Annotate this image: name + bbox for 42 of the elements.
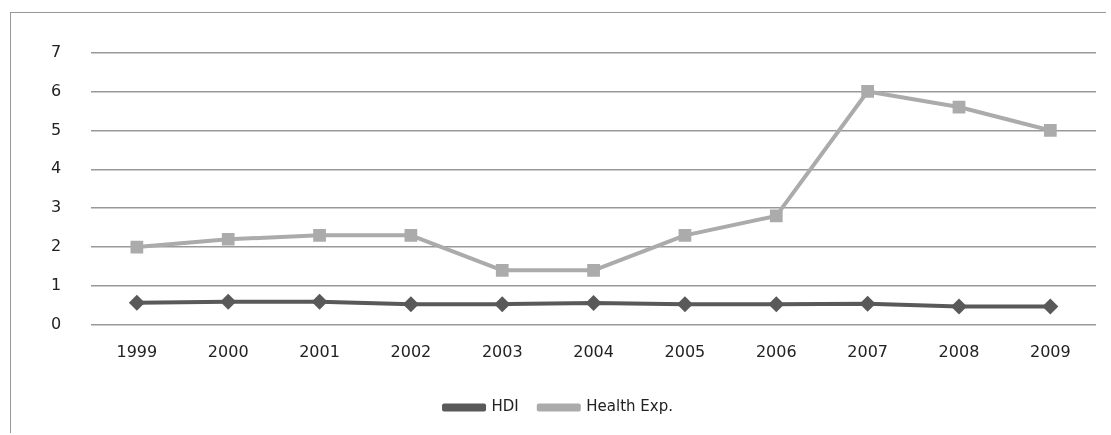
point: [1042, 298, 1059, 315]
x-tick-label: 2002: [390, 341, 432, 361]
y-tick-label: 3: [50, 197, 62, 217]
x-tick-label: 2000: [207, 341, 249, 361]
x-tick-label: 2006: [755, 341, 797, 361]
point: [313, 229, 326, 242]
point: [494, 296, 511, 313]
x-tick-label: 2008: [938, 341, 980, 361]
x-tick-label: 2004: [573, 341, 614, 361]
point: [859, 295, 876, 312]
y-tick-label: 1: [50, 275, 62, 295]
x-tick-label: 1999: [116, 341, 158, 361]
point: [1043, 124, 1057, 137]
point: [769, 209, 783, 223]
legend-label: HDI: [491, 397, 519, 416]
x-tick-label: 2005: [664, 341, 706, 361]
point: [130, 240, 144, 254]
x-tick-label: 2001: [299, 341, 340, 361]
y-tick-label: 0: [50, 313, 62, 333]
point: [402, 296, 419, 313]
point: [128, 294, 145, 311]
point: [404, 229, 418, 242]
point: [676, 296, 693, 313]
point: [678, 229, 692, 242]
x-tick-label: 2009: [1029, 341, 1071, 361]
point: [768, 296, 785, 313]
point: [861, 85, 874, 98]
point: [221, 232, 235, 246]
x-tick-label: 2007: [847, 341, 888, 361]
y-tick-label: 7: [50, 41, 62, 61]
point: [220, 293, 237, 310]
y-tick-label: 4: [50, 158, 62, 178]
point: [495, 264, 509, 277]
point: [585, 295, 602, 312]
point: [311, 293, 328, 310]
point: [950, 298, 967, 315]
y-tick-label: 2: [50, 236, 62, 256]
y-tick-label: 5: [50, 119, 62, 139]
x-tick-label: 2003: [481, 341, 523, 361]
legend-label: Health Exp.: [586, 397, 673, 416]
point: [587, 264, 600, 277]
y-tick-label: 6: [50, 80, 62, 100]
